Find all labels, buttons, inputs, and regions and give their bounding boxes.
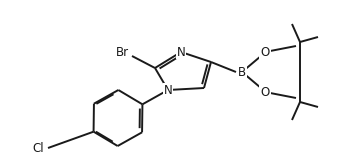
Text: Cl: Cl xyxy=(32,142,44,154)
Text: O: O xyxy=(260,45,270,59)
Text: Br: Br xyxy=(115,45,129,59)
Text: O: O xyxy=(260,85,270,99)
Text: B: B xyxy=(238,65,246,79)
Text: N: N xyxy=(164,83,172,96)
Text: N: N xyxy=(177,45,185,59)
